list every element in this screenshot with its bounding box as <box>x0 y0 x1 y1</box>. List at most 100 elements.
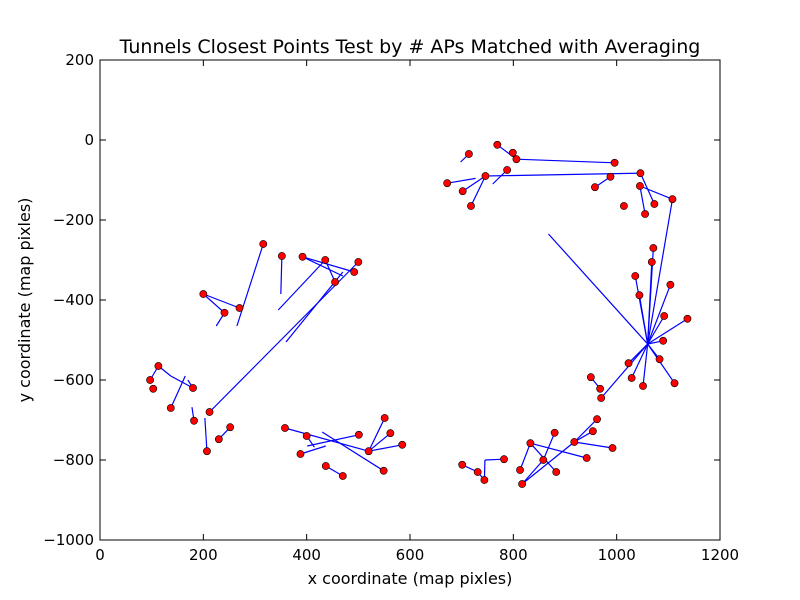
data-point <box>620 202 628 210</box>
data-point <box>503 166 512 174</box>
data-point <box>354 258 363 266</box>
data-point <box>500 455 508 464</box>
data-point <box>398 440 407 449</box>
data-point <box>635 291 644 300</box>
data-point <box>670 379 679 388</box>
data-point <box>199 290 208 298</box>
y-tick-label: −1000 <box>43 531 94 549</box>
matching-line <box>307 434 359 447</box>
matching-line <box>368 417 386 452</box>
data-point <box>226 423 235 432</box>
y-tick-label: −400 <box>53 291 94 309</box>
data-point <box>518 480 527 488</box>
data-point <box>666 280 675 289</box>
matching-line <box>647 199 674 345</box>
data-point <box>636 169 645 178</box>
matching-line <box>639 185 673 200</box>
matching-line <box>209 261 359 413</box>
data-point <box>624 359 633 368</box>
data-point <box>647 258 656 266</box>
data-point <box>627 374 636 382</box>
data-point <box>608 444 617 452</box>
data-point <box>597 394 606 402</box>
data-point <box>516 466 524 474</box>
data-point <box>281 424 289 432</box>
data-point <box>354 430 363 439</box>
matching-line <box>631 343 649 379</box>
data-point <box>589 427 597 436</box>
data-point <box>235 304 244 312</box>
data-point <box>526 439 535 448</box>
data-point <box>214 435 223 444</box>
data-point <box>493 140 502 149</box>
x-tick-label: 800 <box>499 546 528 564</box>
matching-line <box>462 175 486 192</box>
data-point <box>552 468 561 476</box>
matching-line <box>170 375 186 409</box>
matching-line <box>447 177 476 184</box>
x-tick-label: 1000 <box>598 546 636 564</box>
data-point <box>649 244 658 252</box>
matching-line <box>642 343 649 387</box>
data-point <box>380 414 389 422</box>
matching-line <box>639 185 646 215</box>
data-point <box>302 432 311 440</box>
matching-line <box>516 158 615 164</box>
matching-line <box>302 256 355 273</box>
matching-line <box>647 343 676 384</box>
data-point <box>655 355 664 364</box>
data-point <box>480 476 489 484</box>
y-tick-label: 0 <box>84 131 94 149</box>
matching-line <box>302 256 344 277</box>
matching-line <box>639 172 655 205</box>
matching-line <box>485 172 641 177</box>
data-point <box>386 429 395 438</box>
data-point <box>582 454 591 462</box>
data-point <box>481 172 490 180</box>
matching-line <box>470 175 486 207</box>
matching-line <box>574 441 613 449</box>
data-point <box>458 460 467 469</box>
data-point <box>539 456 548 464</box>
data-point <box>220 308 229 317</box>
axis-ticks: 0 200 400 600 800 1000 1200 −1000 −800 −600 −400 −2… <box>43 51 739 564</box>
matching-line <box>368 444 403 452</box>
data-point <box>259 240 268 248</box>
plot-frame <box>99 59 721 541</box>
data-point <box>338 472 347 480</box>
y-tick-label: 200 <box>65 51 94 69</box>
matching-line <box>277 259 326 311</box>
matching-line <box>647 284 671 345</box>
data-point <box>641 210 649 218</box>
matching-line <box>548 233 649 345</box>
data-point <box>379 466 388 475</box>
data-point <box>659 336 668 345</box>
matching-line <box>519 442 531 471</box>
matching-line <box>284 427 369 452</box>
matching-line <box>236 243 264 327</box>
x-tick-label: 400 <box>292 546 321 564</box>
data-point <box>467 202 475 210</box>
data-point <box>321 462 330 470</box>
matching-line <box>300 445 326 455</box>
matching-line <box>203 293 240 309</box>
x-tick-label: 0 <box>95 546 105 564</box>
x-tick-label: 600 <box>396 546 425 564</box>
data-point <box>458 187 467 196</box>
matching-line <box>496 144 517 160</box>
data-point <box>683 314 692 323</box>
plot-area <box>146 140 692 488</box>
data-point <box>660 312 669 320</box>
data-point <box>668 195 677 204</box>
chart-title: Tunnels Closest Points Test by # APs Mat… <box>119 36 701 58</box>
data-point <box>464 150 473 158</box>
y-tick-label: −600 <box>53 371 94 389</box>
matching-line <box>647 261 653 345</box>
y-tick-label: −800 <box>53 451 94 469</box>
data-point <box>550 428 559 437</box>
data-point <box>591 183 599 192</box>
data-point <box>570 438 579 446</box>
data-point <box>146 376 155 384</box>
data-point <box>596 384 605 393</box>
